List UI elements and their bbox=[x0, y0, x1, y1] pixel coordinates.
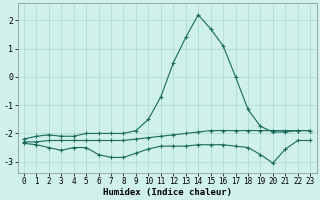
X-axis label: Humidex (Indice chaleur): Humidex (Indice chaleur) bbox=[103, 188, 232, 197]
